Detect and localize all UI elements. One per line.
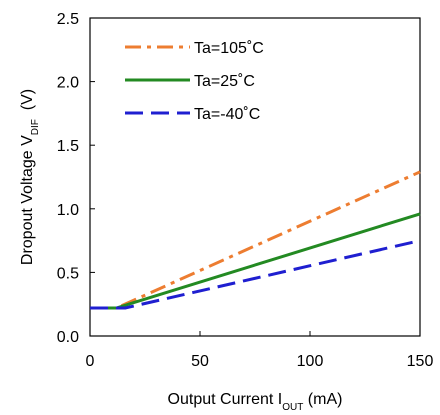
x-tick-label: 50 <box>191 353 209 370</box>
series-line-2 <box>90 239 421 310</box>
x-tick-label: 100 <box>297 353 324 370</box>
x-axis-title-sub: OUT <box>282 402 303 413</box>
x-axis-title-main: Output Current I <box>168 391 283 408</box>
legend-label-2: Ta=-40˚C <box>194 106 260 123</box>
x-tick-label: 0 <box>86 353 95 370</box>
y-axis-title-sub: DIF <box>30 119 41 135</box>
series-lines <box>90 170 421 310</box>
x-tick-label: 150 <box>407 353 434 370</box>
y-tick-label: 2.5 <box>57 11 79 28</box>
y-tick-label: 0.5 <box>57 265 79 282</box>
plot-area <box>89 17 421 337</box>
legend-label-1: Ta=25˚C <box>194 73 255 90</box>
y-axis-title-unit: (V) <box>19 89 36 119</box>
y-axis-ticks: 0.0 0.5 1.0 1.5 2.0 2.5 <box>57 11 95 346</box>
y-tick-label: 0.0 <box>57 329 79 346</box>
y-tick-label: 2.0 <box>57 75 79 92</box>
y-tick-label: 1.5 <box>57 138 79 155</box>
legend-label-0: Ta=105˚C <box>194 40 264 57</box>
x-axis-ticks: 0 50 100 150 <box>86 331 434 370</box>
y-tick-label: 1.0 <box>57 202 79 219</box>
x-axis-title: Output Current IOUT (mA) <box>168 391 343 413</box>
y-axis-title: Dropout Voltage VDIF (V) <box>19 89 41 265</box>
legend: Ta=105˚C Ta=25˚C Ta=-40˚C <box>125 40 264 123</box>
x-axis-title-unit: (mA) <box>303 391 342 408</box>
y-axis-title-main: Dropout Voltage V <box>19 135 36 265</box>
